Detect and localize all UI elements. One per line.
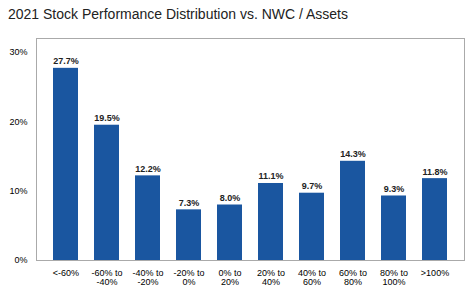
svg-text:-20% to0%: -20% to0% [173, 268, 204, 287]
svg-text:-60% to-40%: -60% to-40% [91, 268, 122, 287]
svg-text:12.2%: 12.2% [135, 164, 161, 174]
svg-text:11.8%: 11.8% [422, 167, 447, 177]
svg-text:11.1%: 11.1% [258, 171, 283, 181]
svg-text:8.0%: 8.0% [220, 193, 241, 203]
svg-text:<-60%: <-60% [53, 268, 79, 278]
svg-text:0% to20%: 0% to20% [218, 268, 241, 287]
svg-text:60% to80%: 60% to80% [339, 268, 367, 287]
svg-text:>100%: >100% [421, 268, 449, 278]
svg-text:10%: 10% [9, 186, 27, 196]
svg-text:27.7%: 27.7% [53, 56, 79, 66]
svg-text:80% to100%: 80% to100% [380, 268, 408, 287]
svg-text:20% to40%: 20% to40% [257, 268, 285, 287]
svg-text:-40% to-20%: -40% to-20% [132, 268, 163, 287]
svg-text:40% to60%: 40% to60% [298, 268, 326, 287]
svg-text:20%: 20% [9, 117, 27, 127]
svg-text:9.7%: 9.7% [302, 181, 323, 191]
svg-text:9.3%: 9.3% [384, 184, 405, 194]
html-text:2021 Stock Performance Distrib: 2021 Stock Performance Distribution vs. … [8, 6, 348, 22]
svg-text:19.5%: 19.5% [94, 113, 120, 123]
svg-text:0%: 0% [14, 255, 27, 265]
svg-text:14.3%: 14.3% [340, 149, 366, 159]
svg-text:7.3%: 7.3% [179, 198, 200, 208]
svg-text:30%: 30% [9, 47, 27, 57]
